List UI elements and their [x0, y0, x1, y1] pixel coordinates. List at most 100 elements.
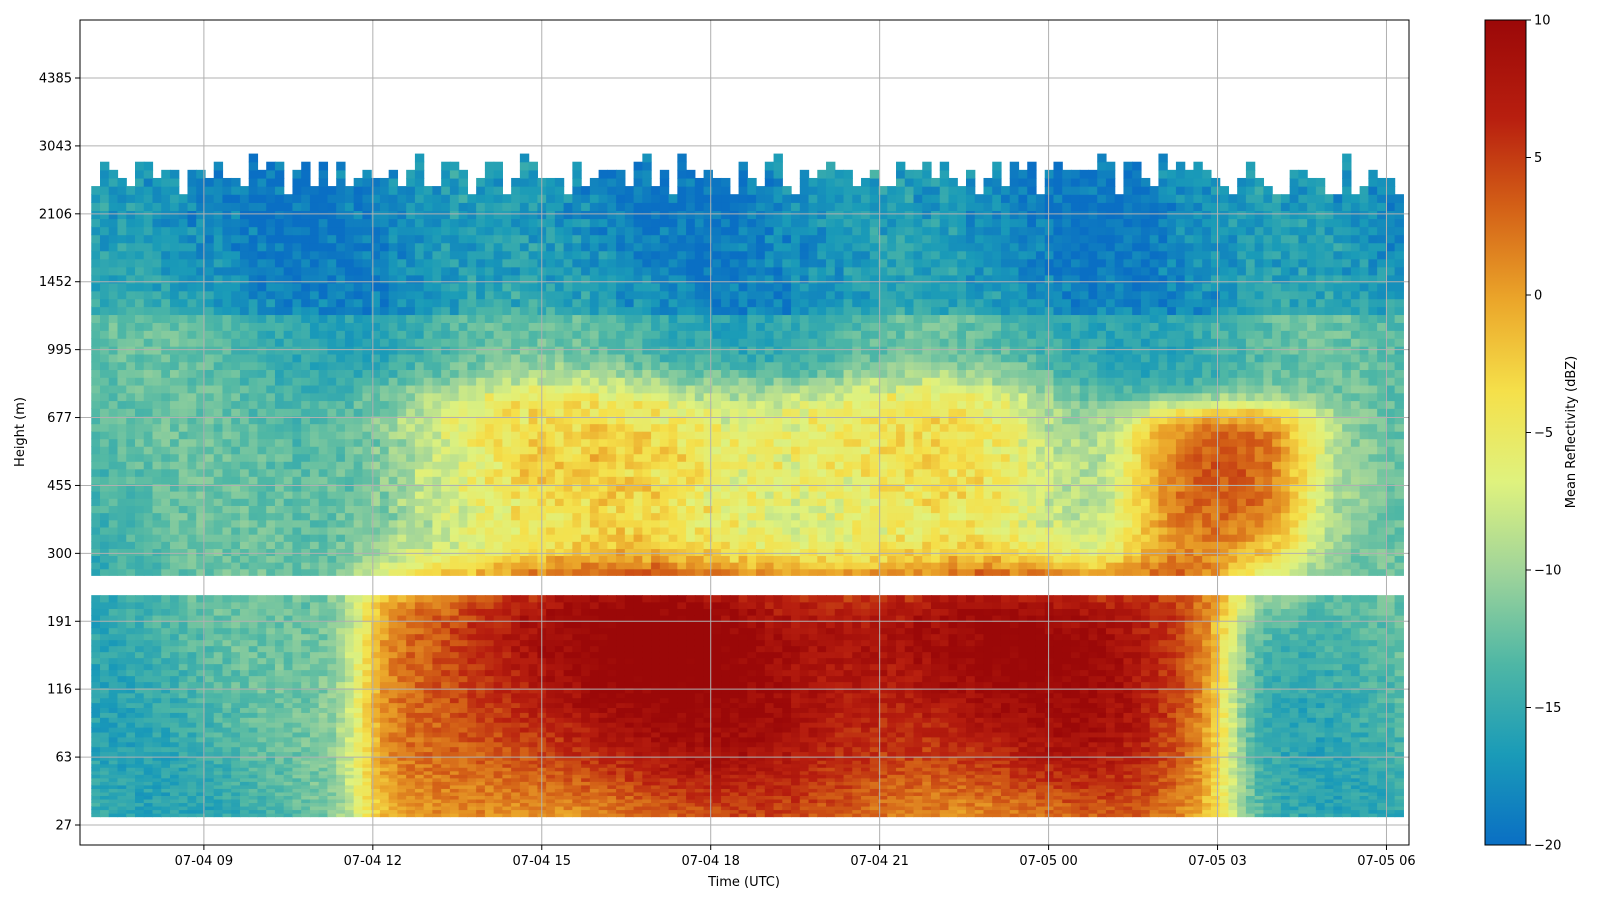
heatmap-cell	[248, 568, 259, 576]
heatmap-cell	[476, 210, 486, 220]
heatmap-cell	[204, 736, 215, 743]
heatmap-cell	[108, 483, 119, 492]
heatmap-cell	[117, 266, 127, 276]
heatmap-cell	[222, 330, 232, 339]
heatmap-cell	[301, 805, 311, 811]
heatmap-cell	[493, 353, 503, 363]
heatmap-cell	[432, 242, 442, 252]
heatmap-cell	[100, 727, 110, 733]
heatmap-cell	[371, 338, 381, 347]
heatmap-cell	[117, 697, 127, 704]
heatmap-cell	[248, 601, 259, 609]
heatmap-cell	[231, 534, 241, 542]
heatmap-cell	[458, 746, 468, 753]
heatmap-cell	[449, 555, 460, 563]
heatmap-cell	[467, 290, 477, 300]
heatmap-cell	[292, 512, 302, 521]
heatmap-cell	[467, 568, 477, 576]
heatmap-cell	[388, 809, 399, 814]
heatmap-cell	[301, 802, 311, 807]
heatmap-cell	[371, 781, 381, 786]
heatmap-cell	[152, 777, 162, 782]
heatmap-cell	[414, 707, 425, 713]
heatmap-cell	[283, 669, 294, 677]
heatmap-cell	[301, 707, 311, 713]
heatmap-cell	[458, 722, 468, 728]
heatmap-cell	[502, 562, 512, 570]
heatmap-cell	[344, 266, 355, 276]
heatmap-cell	[248, 234, 259, 244]
heatmap-cell	[379, 377, 390, 386]
heatmap-cell	[135, 731, 145, 738]
heatmap-cell	[371, 608, 381, 616]
heatmap-cell	[135, 627, 145, 635]
heatmap-cell	[318, 400, 329, 409]
heatmap-cell	[100, 298, 110, 308]
heatmap-cell	[449, 621, 460, 629]
heatmap-cell	[292, 788, 302, 793]
heatmap-cell	[371, 194, 381, 203]
heatmap-cell	[248, 712, 259, 718]
heatmap-cell	[519, 498, 530, 506]
heatmap-cell	[379, 384, 390, 394]
heatmap-cell	[283, 784, 294, 789]
heatmap-cell	[476, 627, 486, 635]
heatmap-cell	[353, 717, 364, 723]
heatmap-cell	[353, 802, 364, 807]
heatmap-cell	[283, 282, 294, 292]
heatmap-cell	[196, 282, 206, 292]
heatmap-cell	[423, 505, 434, 514]
heatmap-cell	[318, 282, 329, 292]
heatmap-cell	[231, 687, 241, 694]
heatmap-cell	[283, 727, 294, 733]
heatmap-cell	[126, 548, 136, 557]
heatmap-cell	[152, 722, 162, 728]
heatmap-cell	[388, 534, 399, 542]
heatmap-cell	[362, 681, 372, 689]
heatmap-cell	[301, 627, 311, 635]
heatmap-cell	[213, 548, 224, 557]
heatmap-cell	[476, 519, 486, 528]
heatmap-cell	[274, 384, 285, 394]
heatmap-cell	[441, 805, 451, 811]
heatmap-cell	[178, 202, 189, 212]
heatmap-cell	[100, 805, 110, 811]
heatmap-cell	[502, 756, 512, 761]
heatmap-cell	[327, 746, 337, 753]
heatmap-cell	[187, 423, 197, 432]
heatmap-cell	[449, 781, 460, 786]
heatmap-cell	[362, 751, 372, 757]
heatmap-cell	[257, 548, 267, 557]
heatmap-cell	[528, 781, 538, 786]
heatmap-cell	[178, 431, 189, 440]
heatmap-cell	[222, 763, 232, 768]
heatmap-cell	[143, 681, 154, 689]
heatmap-cell	[266, 722, 276, 728]
heatmap-cell	[309, 483, 320, 492]
heatmap-cell	[108, 741, 119, 748]
heatmap-cell	[493, 760, 503, 765]
heatmap-cell	[528, 645, 538, 653]
heatmap-cell	[336, 595, 346, 603]
heatmap-cell	[502, 242, 512, 252]
heatmap-cell	[222, 431, 232, 440]
heatmap-cell	[257, 431, 267, 440]
heatmap-cell	[502, 805, 512, 811]
heatmap-cell	[511, 798, 521, 804]
heatmap-cell	[423, 627, 434, 635]
heatmap-cell	[511, 669, 521, 677]
heatmap-cell	[143, 353, 154, 363]
heatmap-cell	[135, 741, 145, 748]
heatmap-cell	[91, 446, 101, 455]
heatmap-cell	[239, 416, 250, 425]
heatmap-cell	[362, 416, 372, 425]
heatmap-cell	[493, 505, 503, 514]
heatmap-cell	[388, 446, 399, 455]
heatmap-cell	[362, 526, 372, 535]
heatmap-cell	[108, 210, 119, 220]
heatmap-cell	[117, 512, 127, 521]
heatmap-cell	[344, 791, 355, 796]
heatmap-cell	[257, 250, 267, 260]
heatmap-cell	[117, 468, 127, 477]
heatmap-cell	[414, 736, 425, 743]
